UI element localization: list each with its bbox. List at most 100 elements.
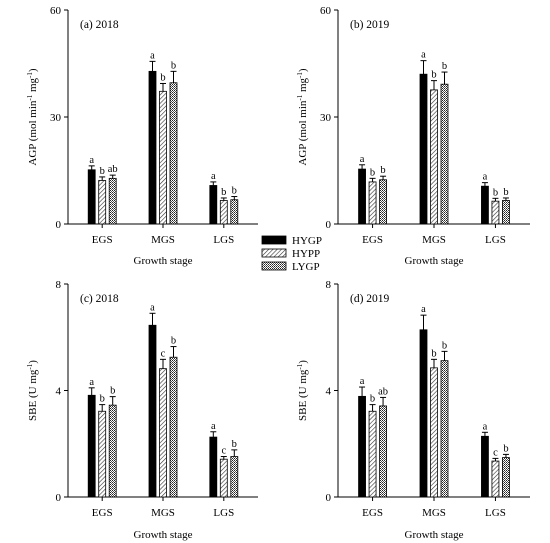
- legend-label-hygp: HYGP: [292, 235, 322, 247]
- significance-label: b: [110, 386, 115, 397]
- panel-title: (d) 2019: [350, 293, 390, 305]
- bar-lygp-egs: [108, 404, 117, 498]
- bar-hygp-mgs: [148, 70, 157, 225]
- x-tick-label: LGS: [485, 507, 506, 519]
- x-tick-label: LGS: [213, 507, 234, 519]
- significance-label: a: [89, 155, 94, 166]
- bar-hygp-egs: [87, 169, 96, 225]
- y-tick-label: 8: [326, 279, 332, 291]
- bar-lygp-mgs: [440, 360, 449, 498]
- x-tick-label: MGS: [422, 234, 446, 246]
- y-tick-label: 0: [56, 219, 62, 231]
- significance-label: b: [171, 60, 176, 71]
- significance-label: a: [483, 172, 488, 183]
- bar-hygp-mgs: [419, 329, 428, 498]
- significance-label: b: [370, 394, 375, 405]
- bar-lygp-lgs: [230, 199, 239, 225]
- panel-d-2019: 0 4 8 EGS MGS LGS Growth stage SBE (U mg-1) (d) …: [296, 279, 530, 541]
- significance-label: a: [211, 171, 216, 182]
- y-tick-label: 30: [320, 112, 332, 124]
- bar-lygp-lgs: [502, 457, 510, 498]
- significance-label: c: [161, 348, 166, 359]
- significance-label: b: [232, 186, 237, 197]
- bar-hypp-mgs: [159, 368, 167, 498]
- y-axis-label: AGP (mol min-1 mg-1): [296, 68, 309, 166]
- x-tick-label: EGS: [362, 234, 383, 246]
- bar-hygp-egs: [358, 395, 366, 498]
- y-tick-label: 60: [50, 5, 62, 17]
- bar-hypp-egs: [98, 180, 107, 225]
- x-tick-label: LGS: [213, 234, 234, 246]
- significance-label: b: [232, 439, 237, 450]
- bar-lygp-mgs: [169, 356, 178, 498]
- significance-label: b: [442, 61, 447, 72]
- bar-lygp-egs: [108, 177, 117, 225]
- significance-label: ab: [108, 164, 118, 175]
- panel-title: (c) 2018: [80, 293, 119, 305]
- bar-hypp-lgs: [491, 460, 500, 498]
- bar-hygp-lgs: [481, 435, 489, 498]
- y-axis-label: AGP (mol min-1 mg-1): [26, 68, 39, 166]
- x-tick-label: MGS: [422, 507, 446, 519]
- significance-label: a: [89, 377, 94, 388]
- legend-swatch-hypp: [261, 248, 287, 258]
- bar-hypp-egs: [98, 410, 107, 498]
- bar-hypp-lgs: [491, 200, 500, 225]
- x-tick-label: MGS: [151, 234, 175, 246]
- bar-hygp-mgs: [419, 73, 428, 225]
- significance-label: b: [431, 348, 436, 359]
- y-tick-label: 8: [56, 279, 62, 291]
- bar-hygp-lgs: [209, 436, 218, 498]
- significance-label: a: [483, 421, 488, 432]
- x-tick-label: EGS: [92, 234, 113, 246]
- significance-label: b: [370, 167, 375, 178]
- bar-lygp-mgs: [440, 83, 449, 225]
- significance-label: a: [421, 50, 426, 61]
- x-axis-label: Growth stage: [134, 255, 193, 267]
- significance-label: a: [150, 50, 155, 61]
- significance-label: b: [431, 70, 436, 81]
- bar-hypp-egs: [368, 181, 377, 225]
- bar-hygp-egs: [358, 168, 366, 225]
- significance-label: b: [100, 166, 105, 177]
- y-tick-label: 0: [326, 219, 332, 231]
- significance-label: b: [493, 187, 498, 198]
- significance-label: a: [360, 376, 365, 387]
- x-axis-label: Growth stage: [134, 529, 193, 541]
- significance-label: c: [221, 446, 226, 457]
- bar-hypp-mgs: [430, 367, 438, 498]
- bar-hypp-lgs: [219, 200, 228, 225]
- panel-c-2018: 0 4 8 EGS MGS LGS Growth stage SBE (U mg-1) (c) …: [26, 279, 258, 541]
- significance-label: a: [360, 154, 365, 165]
- x-axis-label: Growth stage: [405, 529, 464, 541]
- legend-swatch-hygp: [261, 235, 287, 245]
- panel-title: (a) 2018: [80, 19, 119, 31]
- panel-b-2019: 0 30 60 EGS MGS LGS Growth stage AGP (mol min-1…: [296, 5, 530, 267]
- x-tick-label: LGS: [485, 234, 506, 246]
- legend-label-hypp: HYPP: [292, 248, 320, 260]
- x-tick-label: EGS: [92, 507, 113, 519]
- significance-label: a: [421, 304, 426, 315]
- bar-lygp-egs: [379, 405, 387, 498]
- significance-label: b: [503, 443, 508, 454]
- y-tick-label: 4: [56, 386, 62, 398]
- y-axis-label: SBE (U mg-1): [26, 360, 39, 421]
- significance-label: a: [150, 302, 155, 313]
- bar-hygp-lgs: [481, 185, 489, 225]
- significance-label: b: [503, 187, 508, 198]
- significance-label: b: [100, 394, 105, 405]
- significance-label: b: [171, 336, 176, 347]
- bar-hypp-mgs: [159, 90, 167, 225]
- bar-hygp-mgs: [148, 324, 157, 498]
- y-tick-label: 30: [50, 112, 62, 124]
- significance-label: c: [493, 447, 498, 458]
- significance-label: a: [211, 421, 216, 432]
- x-tick-label: MGS: [151, 507, 175, 519]
- bar-hypp-egs: [368, 410, 377, 498]
- y-tick-label: 0: [56, 492, 62, 504]
- y-tick-label: 60: [320, 5, 332, 17]
- bar-hypp-lgs: [219, 458, 228, 498]
- x-tick-label: EGS: [362, 507, 383, 519]
- significance-label: b: [442, 340, 447, 351]
